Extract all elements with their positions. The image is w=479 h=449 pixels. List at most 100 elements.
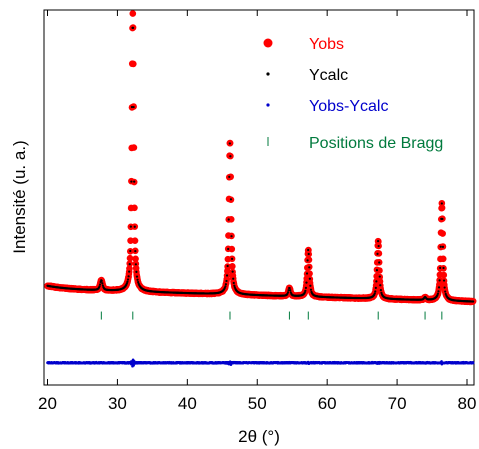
ycalc-point xyxy=(378,275,381,278)
x-tick-label-20: 20 xyxy=(38,394,57,413)
ycalc-point xyxy=(229,155,232,158)
ycalc-point xyxy=(376,240,380,243)
ycalc-point xyxy=(130,105,134,109)
ycalc-point xyxy=(137,280,140,284)
yobs-point xyxy=(227,173,234,181)
ycalc-point xyxy=(305,272,309,275)
ycalc-point xyxy=(101,282,104,285)
x-tick-label-30: 30 xyxy=(108,394,127,413)
x-tick-label-60: 60 xyxy=(318,394,337,413)
ycalc-point xyxy=(287,289,290,292)
ycalc-point xyxy=(233,284,236,287)
ycalc-point xyxy=(129,225,132,228)
ycalc-point xyxy=(133,180,136,183)
plot-frame xyxy=(43,9,475,386)
ycalc-point xyxy=(373,292,376,295)
ycalc-point xyxy=(232,281,235,285)
ycalc-point xyxy=(232,277,235,280)
ycalc-point xyxy=(442,279,446,282)
ycalc-point xyxy=(135,275,139,278)
ycalc-point xyxy=(377,244,380,248)
ycalc-point xyxy=(224,283,228,286)
ycalc-point xyxy=(227,247,230,251)
ycalc-point xyxy=(444,290,447,293)
ycalc-point xyxy=(229,198,233,201)
ycalc-point xyxy=(127,275,130,278)
ycalc-point xyxy=(100,279,103,283)
ycalc-point xyxy=(286,291,290,294)
legend-marker-dot xyxy=(266,103,270,107)
ycalc-point xyxy=(225,274,229,277)
ycalc-point xyxy=(224,285,227,288)
yobs-point xyxy=(131,204,138,212)
ycalc-point xyxy=(136,278,139,281)
ycalc-point xyxy=(375,269,379,272)
ycalc-point xyxy=(134,263,137,266)
ycalc-point xyxy=(126,278,130,281)
ycalc-point xyxy=(306,259,309,262)
ycalc-point xyxy=(307,248,310,252)
yobs-point xyxy=(229,263,236,270)
ycalc-point xyxy=(374,286,377,289)
ycalc-point xyxy=(131,26,135,29)
yobs-point xyxy=(129,10,137,17)
ycalc-point xyxy=(440,202,443,205)
ycalc-point xyxy=(379,284,382,287)
legend-label: Yobs xyxy=(309,36,344,53)
x-tick-label-80: 80 xyxy=(458,394,477,413)
yobs-point xyxy=(228,245,236,253)
ycalc-point xyxy=(437,290,440,293)
ycalc-point xyxy=(443,286,446,289)
ycalc-point xyxy=(438,279,441,282)
difference-series xyxy=(46,358,475,368)
ycalc-point xyxy=(378,261,381,264)
ycalc-point xyxy=(130,180,133,183)
ycalc-point xyxy=(436,292,440,295)
yobs-point xyxy=(306,270,313,277)
legend-label: Positions de Bragg xyxy=(309,135,443,152)
yobs-point xyxy=(439,255,447,263)
yobs-point xyxy=(126,254,134,262)
ycalc-point xyxy=(135,270,138,273)
ycalc-point xyxy=(228,175,231,178)
ycalc-point xyxy=(228,142,231,145)
ycalc-point xyxy=(125,282,129,285)
ycalc-point xyxy=(309,284,312,287)
ycalc-point xyxy=(375,280,378,283)
ycalc-point xyxy=(227,218,230,221)
ycalc-point xyxy=(230,235,233,238)
ycalc-point xyxy=(374,290,377,293)
legend-marker-dot xyxy=(266,72,270,76)
yobs-point xyxy=(227,215,235,223)
x-tick-label-40: 40 xyxy=(178,394,197,413)
x-axis-label: 2θ (°) xyxy=(238,427,280,446)
ycalc-point xyxy=(304,289,307,292)
ycalc-point xyxy=(439,245,442,248)
ycalc-point xyxy=(98,285,101,288)
yobs-point xyxy=(376,267,383,274)
legend-label: Ycalc xyxy=(309,67,348,84)
yobs-point xyxy=(438,204,446,212)
ycalc-point xyxy=(308,266,311,269)
legend-marker-yobs xyxy=(263,38,273,48)
ycalc-point xyxy=(129,249,132,253)
x-tick-label-70: 70 xyxy=(388,394,407,413)
ycalc-point xyxy=(304,286,308,289)
yobs-series xyxy=(44,10,477,306)
ycalc-point xyxy=(128,270,131,273)
ycalc-point xyxy=(441,245,445,248)
ycalc-series xyxy=(46,26,475,303)
yobs-point xyxy=(440,271,448,279)
yobs-point xyxy=(126,265,133,272)
ycalc-point xyxy=(126,280,129,283)
yobs-point xyxy=(132,255,139,263)
legend-label: Yobs-Ycalc xyxy=(309,98,388,115)
ycalc-point xyxy=(308,277,311,280)
ycalc-point xyxy=(472,300,475,303)
ycalc-point xyxy=(376,252,379,255)
ycalc-point xyxy=(98,283,102,286)
ycalc-point xyxy=(230,257,234,260)
ycalc-point xyxy=(437,286,441,289)
ycalc-point xyxy=(132,105,135,109)
